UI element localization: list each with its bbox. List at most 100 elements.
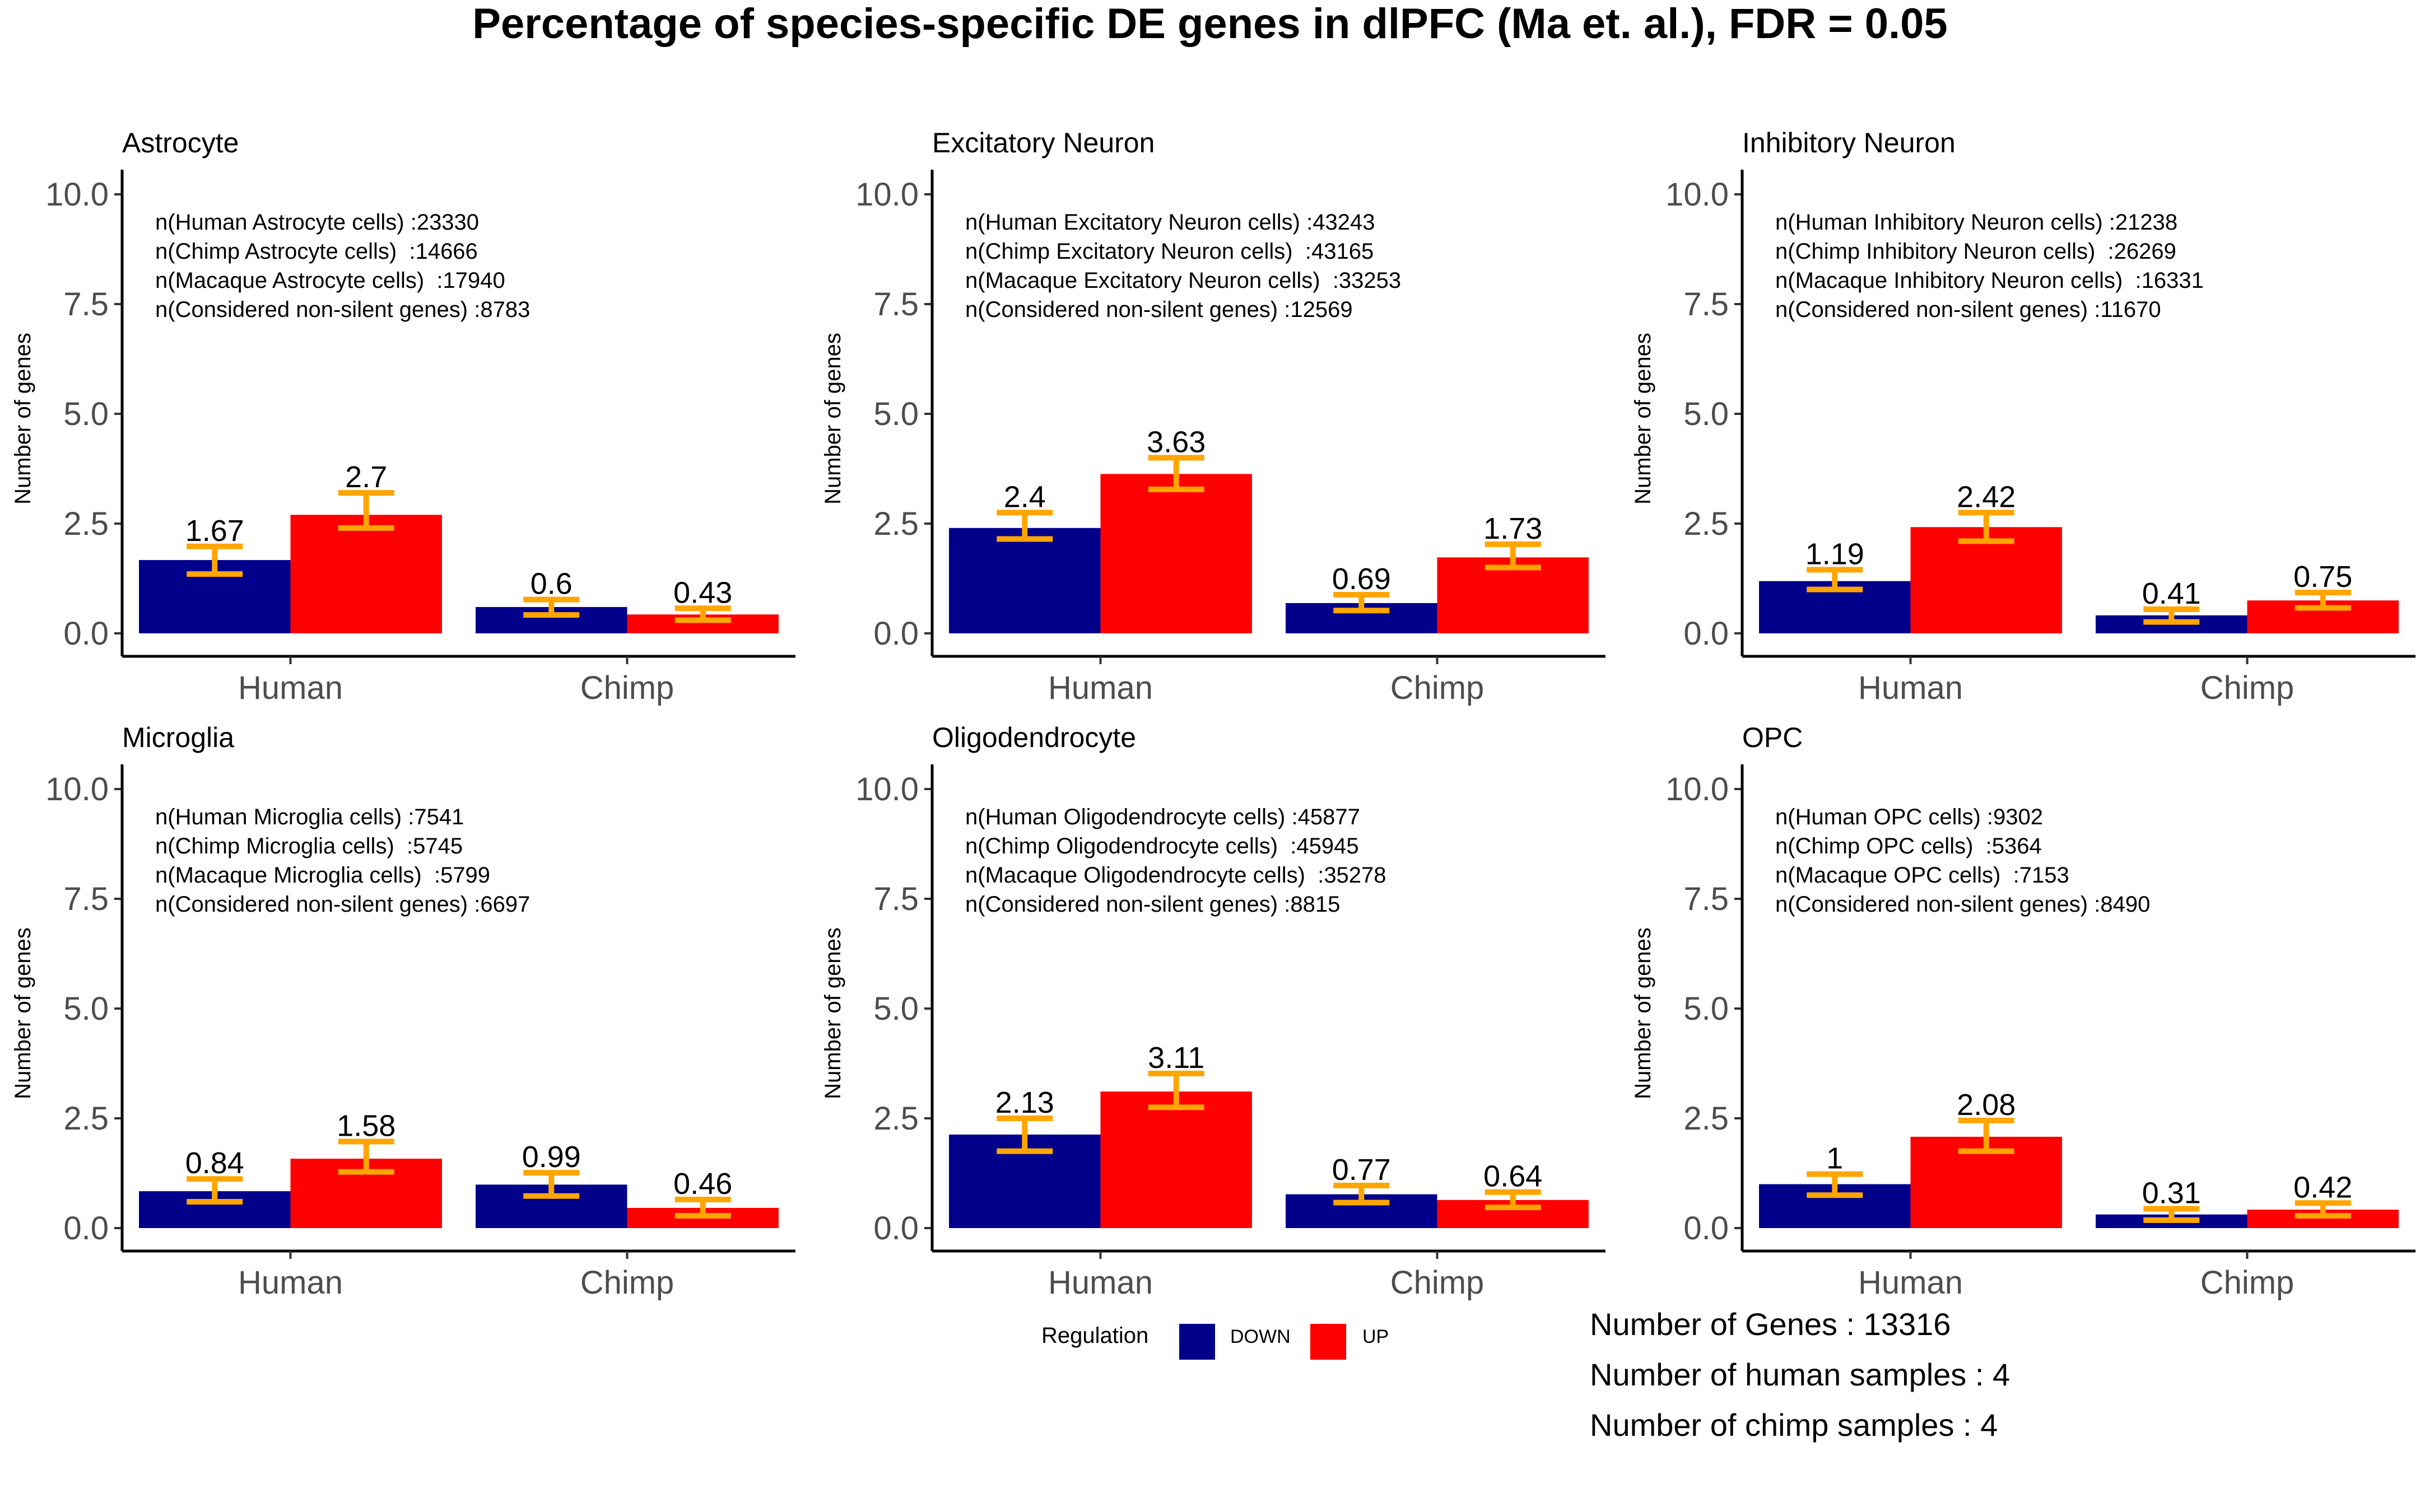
annotation-line: n(Human Astrocyte cells) :23330	[155, 210, 479, 235]
annotation-line: n(Chimp Oligodendrocyte cells) :45945	[965, 834, 1359, 858]
x-tick-label: Chimp	[1390, 1264, 1484, 1301]
y-axis-label: Number of genes	[11, 333, 35, 505]
annotation-line: n(Chimp Microglia cells) :5745	[155, 834, 463, 858]
data-label: 1.19	[1805, 537, 1864, 571]
data-label: 2.42	[1957, 480, 2016, 514]
y-tick-label: 2.5	[1683, 1100, 1729, 1137]
legend: Regulation DOWN UP	[1041, 1323, 1389, 1360]
footer-chimp-samples: Number of chimp samples : 4	[1590, 1407, 1998, 1443]
x-tick-label: Human	[238, 1264, 343, 1301]
y-tick-label: 0.0	[1683, 1210, 1729, 1247]
annotation-line: n(Macaque Inhibitory Neuron cells) :1633…	[1775, 268, 2204, 293]
annotation-line: n(Considered non-silent genes) :8783	[155, 297, 530, 322]
y-tick-label: 7.5	[1683, 286, 1729, 323]
data-label: 0.99	[522, 1140, 581, 1174]
annotation-line: n(Macaque OPC cells) :7153	[1775, 863, 2069, 888]
annotation-line: n(Human Oligodendrocyte cells) :45877	[965, 805, 1360, 829]
panel-title: Inhibitory Neuron	[1742, 127, 1956, 158]
annotation-line: n(Considered non-silent genes) :8815	[965, 892, 1340, 917]
data-label: 0.43	[673, 576, 732, 609]
y-tick-label: 7.5	[1683, 881, 1729, 917]
data-label: 0.41	[2142, 577, 2201, 610]
y-tick-label: 2.5	[873, 1100, 919, 1137]
data-label: 2.08	[1957, 1088, 2016, 1122]
annotation-line: n(Macaque Astrocyte cells) :17940	[155, 268, 505, 293]
y-axis-label: Number of genes	[1631, 927, 1655, 1099]
annotation-line: n(Human Inhibitory Neuron cells) :21238	[1775, 210, 2177, 235]
y-tick-label: 10.0	[855, 176, 919, 213]
x-tick-label: Chimp	[1390, 670, 1484, 706]
y-tick-label: 2.5	[1683, 506, 1729, 542]
y-tick-label: 5.0	[1683, 991, 1729, 1027]
annotation-line: n(Human Excitatory Neuron cells) :43243	[965, 210, 1375, 235]
annotation-line: n(Chimp Excitatory Neuron cells) :43165	[965, 239, 1374, 264]
y-tick-label: 10.0	[45, 176, 109, 213]
annotation-line: n(Chimp OPC cells) :5364	[1775, 834, 2042, 858]
y-axis-label: Number of genes	[11, 927, 35, 1099]
y-tick-label: 10.0	[45, 771, 109, 808]
y-tick-label: 0.0	[1683, 615, 1729, 652]
data-label: 0.69	[1332, 562, 1391, 596]
y-tick-label: 0.0	[63, 1210, 109, 1247]
data-label: 2.13	[995, 1086, 1054, 1119]
data-label: 0.46	[673, 1167, 732, 1201]
y-tick-label: 2.5	[873, 506, 919, 542]
x-tick-label: Chimp	[2200, 670, 2295, 706]
facet-panel: Excitatory Neuron Number of genes 0.0 2.5 5.…	[821, 127, 1605, 706]
x-tick-label: Chimp	[580, 670, 674, 706]
y-tick-label: 2.5	[63, 1100, 109, 1137]
annotation-line: n(Chimp Inhibitory Neuron cells) :26269	[1775, 239, 2176, 264]
data-label: 0.31	[2142, 1177, 2201, 1210]
footer-notes: Number of Genes : 13316 Number of human …	[1590, 1306, 2010, 1443]
legend-label-down: DOWN	[1230, 1326, 1291, 1347]
x-tick-label: Human	[1048, 670, 1153, 706]
bar-up	[1100, 1091, 1252, 1228]
data-label: 0.84	[185, 1146, 244, 1180]
y-tick-label: 5.0	[63, 396, 109, 432]
bar-down	[949, 528, 1101, 633]
x-tick-label: Human	[238, 670, 343, 706]
bar-up	[290, 515, 442, 633]
y-tick-label: 0.0	[873, 1210, 919, 1247]
annotation-line: n(Human OPC cells) :9302	[1775, 805, 2043, 829]
y-tick-label: 5.0	[63, 991, 109, 1027]
data-label: 0.64	[1483, 1160, 1542, 1193]
legend-key-down	[1179, 1324, 1215, 1360]
annotation-line: n(Macaque Microglia cells) :5799	[155, 863, 490, 888]
annotation-line: n(Human Microglia cells) :7541	[155, 805, 464, 829]
y-tick-label: 5.0	[1683, 396, 1729, 432]
y-tick-label: 5.0	[873, 396, 919, 432]
y-tick-label: 7.5	[63, 286, 109, 323]
legend-label-up: UP	[1362, 1326, 1389, 1347]
annotation-line: n(Considered non-silent genes) :6697	[155, 892, 530, 917]
legend-key-up	[1310, 1324, 1346, 1360]
facet-panel: Inhibitory Neuron Number of genes 0.0 2.5 5.…	[1631, 127, 2416, 706]
x-tick-label: Human	[1048, 1264, 1153, 1301]
panel-title: Excitatory Neuron	[932, 127, 1155, 158]
data-label: 0.75	[2293, 560, 2352, 594]
bar-up	[1100, 474, 1252, 633]
data-label: 0.42	[2293, 1170, 2352, 1204]
footer-genes: Number of Genes : 13316	[1590, 1306, 1951, 1342]
y-axis-label: Number of genes	[821, 927, 845, 1099]
facet-panel: Astrocyte Number of genes 0.0 2.5 5.0 7.5 10.0…	[11, 127, 795, 706]
panel-title: OPC	[1742, 722, 1803, 753]
annotation-line: n(Macaque Excitatory Neuron cells) :3325…	[965, 268, 1401, 293]
data-label: 1.58	[337, 1109, 395, 1143]
data-label: 2.7	[345, 460, 387, 494]
data-label: 3.11	[1148, 1041, 1204, 1075]
annotation-line: n(Macaque Oligodendrocyte cells) :35278	[965, 863, 1386, 888]
data-label: 1	[1826, 1142, 1843, 1175]
x-tick-label: Human	[1858, 1264, 1963, 1301]
y-tick-label: 7.5	[63, 881, 109, 917]
annotation-line: n(Considered non-silent genes) :11670	[1775, 297, 2161, 322]
bar-up	[1910, 527, 2062, 633]
y-tick-label: 10.0	[855, 771, 919, 808]
y-tick-label: 0.0	[873, 615, 919, 652]
data-label: 0.77	[1332, 1153, 1391, 1187]
footer-human-samples: Number of human samples : 4	[1590, 1357, 2010, 1392]
chart-title: Percentage of species-specific DE genes …	[472, 0, 1947, 48]
y-axis-label: Number of genes	[821, 333, 845, 505]
y-tick-label: 5.0	[873, 991, 919, 1027]
